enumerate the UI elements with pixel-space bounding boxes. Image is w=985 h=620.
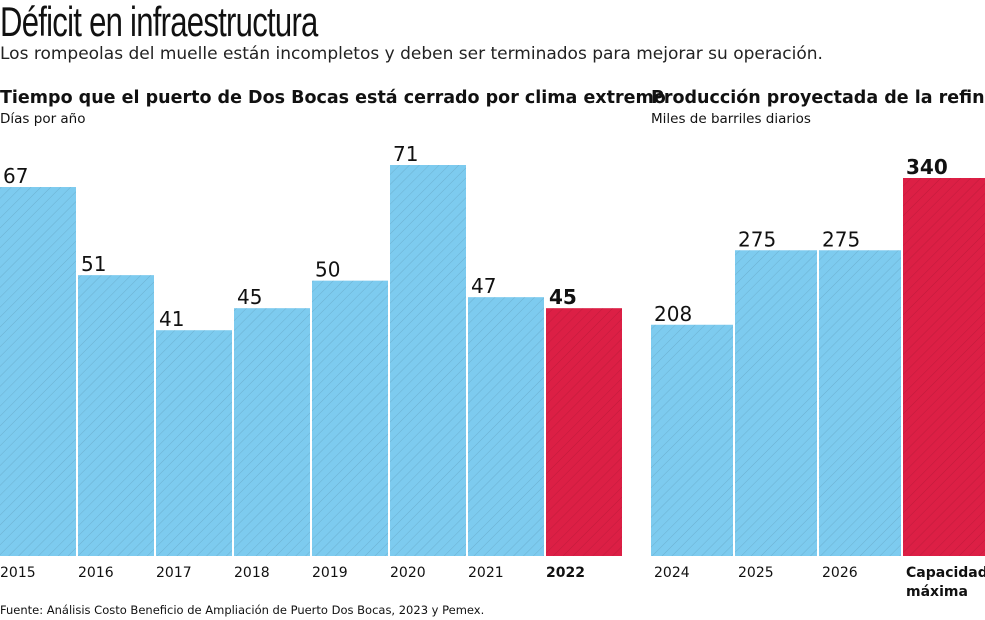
- x-label-0-4: 2019: [312, 565, 348, 581]
- chart2-unit: Miles de barriles diarios: [651, 111, 811, 127]
- value-label-1-2: 275: [822, 227, 860, 251]
- bar-hatch-0-5: [390, 165, 466, 556]
- x-label-0-1: 2016: [78, 565, 114, 581]
- value-label-0-4: 50: [315, 258, 340, 282]
- value-label-1-0: 208: [654, 302, 692, 326]
- bar-hatch-1-2: [819, 250, 901, 556]
- x-label-0-2: 2017: [156, 565, 192, 581]
- value-label-0-1: 51: [81, 252, 106, 276]
- x-label-0-7: 2022: [546, 565, 585, 581]
- bar-hatch-0-1: [78, 275, 154, 556]
- value-label-1-3: 340: [906, 155, 948, 179]
- x-label-0-3: 2018: [234, 565, 270, 581]
- x-label-0-6: 2021: [468, 565, 504, 581]
- x-label-1-2: 2026: [822, 565, 858, 581]
- page-subtitle: Los rompeolas del muelle están incomplet…: [0, 44, 823, 64]
- x-label-1-3: máxima: [906, 584, 968, 600]
- value-label-0-6: 47: [471, 274, 496, 298]
- bar-hatch-1-1: [735, 250, 817, 556]
- bar-hatch-0-0: [0, 187, 76, 556]
- value-label-0-5: 71: [393, 142, 418, 166]
- bar-hatch-0-3: [234, 308, 310, 556]
- bar-hatch-1-3: [903, 178, 985, 556]
- x-label-0-0: 2015: [0, 565, 36, 581]
- page-title: Déficit en infraestructura: [0, 0, 318, 45]
- x-label-1-1: 2025: [738, 565, 774, 581]
- chart2-title: Producción proyectada de la refinería: [651, 88, 985, 108]
- chart1-title: Tiempo que el puerto de Dos Bocas está c…: [0, 88, 666, 108]
- bar-hatch-1-0: [651, 324, 733, 556]
- bar-hatch-0-2: [156, 330, 232, 556]
- x-label-1-3: Capacidad: [906, 565, 985, 581]
- value-label-0-2: 41: [159, 307, 184, 331]
- bar-hatch-0-6: [468, 297, 544, 556]
- value-label-0-0: 67: [3, 164, 28, 188]
- bar-hatch-0-7: [546, 308, 622, 556]
- chart1-unit: Días por año: [0, 111, 86, 127]
- value-label-0-3: 45: [237, 285, 262, 309]
- x-label-1-0: 2024: [654, 565, 690, 581]
- x-label-0-5: 2020: [390, 565, 426, 581]
- bar-hatch-0-4: [312, 280, 388, 556]
- source-note: Fuente: Análisis Costo Beneficio de Ampl…: [0, 603, 485, 617]
- value-label-0-7: 45: [549, 285, 577, 309]
- value-label-1-1: 275: [738, 227, 776, 251]
